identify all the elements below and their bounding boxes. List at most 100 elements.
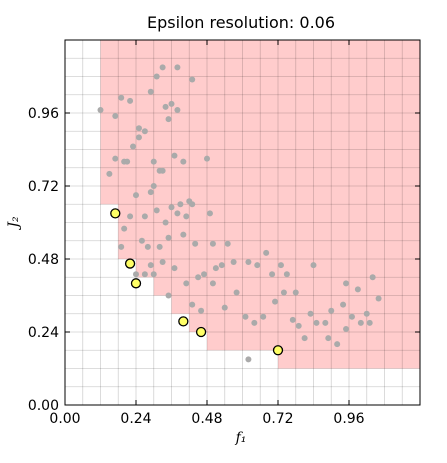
y-tick-label: 0.96 bbox=[28, 106, 59, 122]
point bbox=[313, 319, 320, 326]
point bbox=[192, 240, 199, 247]
front-point bbox=[130, 278, 142, 289]
point bbox=[224, 240, 231, 247]
point bbox=[127, 213, 134, 220]
point bbox=[162, 103, 169, 110]
point bbox=[206, 210, 213, 217]
point bbox=[343, 280, 350, 287]
point bbox=[212, 265, 219, 272]
point bbox=[177, 201, 184, 208]
point bbox=[171, 152, 178, 159]
point bbox=[97, 106, 104, 113]
point bbox=[150, 158, 157, 165]
front-point bbox=[195, 326, 207, 338]
point bbox=[150, 271, 157, 278]
front-point bbox=[110, 208, 121, 219]
point bbox=[153, 207, 160, 214]
point bbox=[127, 97, 134, 104]
point bbox=[363, 310, 370, 317]
point bbox=[144, 243, 151, 250]
point bbox=[121, 158, 128, 165]
point bbox=[348, 313, 355, 320]
x-tick-label: 0.48 bbox=[191, 411, 222, 427]
point bbox=[263, 249, 270, 256]
dominated-region bbox=[100, 40, 420, 369]
y-tick-label: 0.48 bbox=[28, 252, 59, 268]
point bbox=[171, 265, 178, 272]
point bbox=[135, 134, 142, 141]
point bbox=[307, 310, 314, 317]
point bbox=[147, 88, 154, 95]
point bbox=[334, 341, 341, 348]
point bbox=[174, 210, 181, 217]
point bbox=[375, 295, 382, 302]
point bbox=[183, 213, 190, 220]
point bbox=[254, 262, 261, 269]
point bbox=[251, 319, 258, 326]
point bbox=[130, 143, 137, 150]
point bbox=[357, 319, 364, 326]
point bbox=[159, 259, 166, 266]
x-tick-label: 0.24 bbox=[120, 411, 151, 427]
point bbox=[165, 116, 172, 123]
point bbox=[204, 155, 210, 162]
point bbox=[295, 322, 302, 329]
point bbox=[121, 225, 128, 232]
point bbox=[269, 271, 276, 278]
point bbox=[328, 307, 335, 314]
x-tick-label: 0.96 bbox=[333, 411, 364, 427]
y-tick-label: 0.24 bbox=[28, 325, 59, 341]
point bbox=[168, 204, 175, 211]
point bbox=[301, 335, 308, 342]
point bbox=[133, 192, 139, 199]
point bbox=[245, 356, 252, 363]
point bbox=[242, 313, 249, 320]
point bbox=[180, 231, 187, 238]
point bbox=[174, 106, 181, 113]
front-point bbox=[178, 316, 189, 327]
point bbox=[260, 313, 267, 320]
point bbox=[233, 289, 240, 296]
point bbox=[272, 298, 279, 305]
point bbox=[165, 234, 172, 241]
y-tick-label: 0.00 bbox=[28, 398, 59, 414]
point bbox=[133, 271, 139, 278]
point bbox=[354, 286, 361, 293]
point bbox=[310, 262, 317, 269]
point bbox=[150, 183, 157, 189]
point bbox=[141, 271, 148, 278]
point bbox=[112, 113, 119, 120]
point bbox=[118, 243, 125, 250]
point bbox=[162, 219, 169, 226]
y-tick-label: 0.72 bbox=[28, 179, 59, 195]
point bbox=[156, 167, 163, 174]
point bbox=[322, 319, 329, 326]
point bbox=[180, 158, 187, 165]
point bbox=[218, 262, 225, 269]
point bbox=[209, 280, 216, 287]
point bbox=[230, 259, 237, 266]
point bbox=[112, 155, 119, 162]
point bbox=[156, 243, 163, 250]
front-point bbox=[124, 258, 136, 269]
point bbox=[198, 307, 205, 314]
point bbox=[369, 274, 376, 281]
point bbox=[147, 262, 154, 269]
point bbox=[201, 271, 208, 278]
point bbox=[174, 64, 181, 71]
y-axis-label: J₂ bbox=[6, 216, 22, 231]
point bbox=[366, 319, 373, 326]
point bbox=[209, 240, 216, 247]
point bbox=[292, 289, 299, 296]
point bbox=[195, 274, 202, 281]
point bbox=[343, 325, 350, 332]
point bbox=[106, 170, 113, 177]
point bbox=[159, 64, 166, 71]
point bbox=[118, 94, 125, 101]
point bbox=[168, 100, 175, 107]
point bbox=[141, 213, 148, 220]
point bbox=[165, 292, 172, 299]
point bbox=[153, 73, 160, 80]
point bbox=[147, 189, 154, 196]
